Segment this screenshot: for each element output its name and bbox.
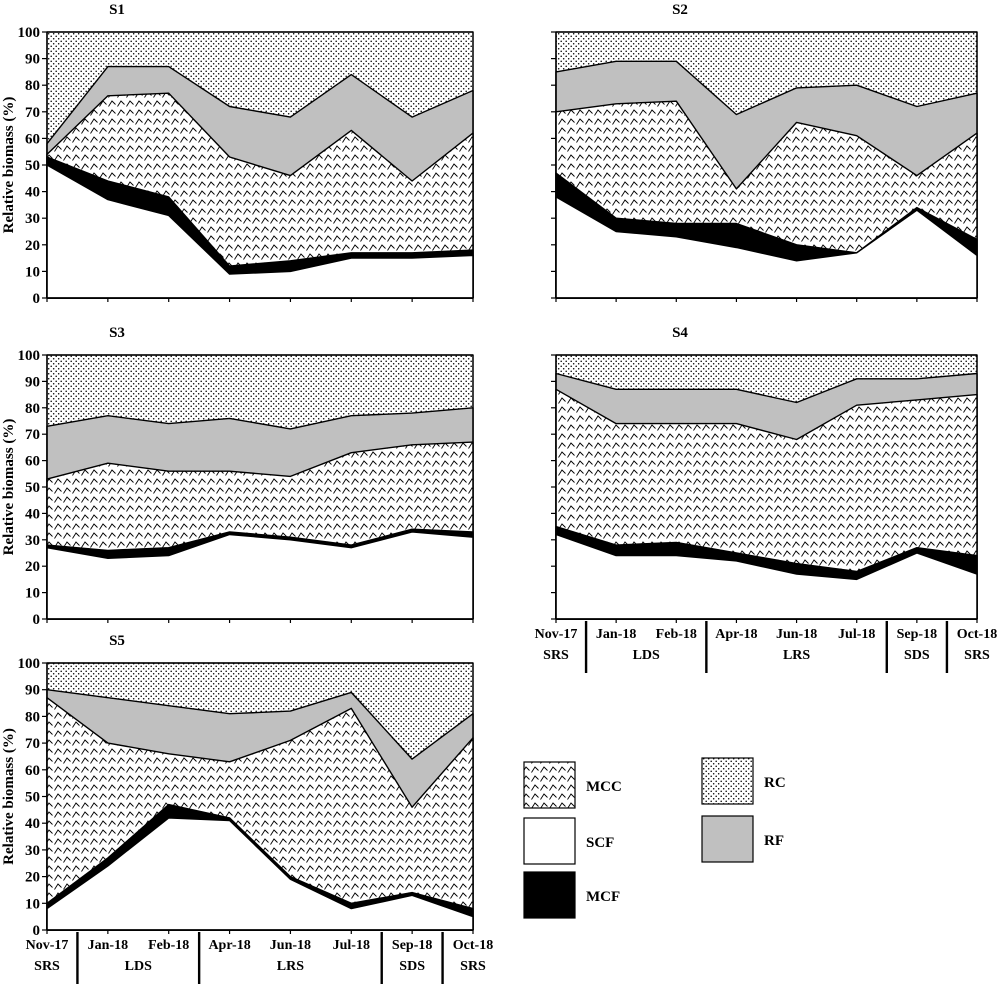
y-axis-label: Relative biomass (%) <box>1 419 17 556</box>
y-tick-label: 50 <box>25 790 40 806</box>
x-category-label: Apr-18 <box>208 938 250 953</box>
legend-swatch <box>701 757 754 805</box>
y-axis-label: Relative biomass (%) <box>1 97 17 234</box>
legend-item-mcf: MCF <box>523 871 620 919</box>
y-tick-label: 80 <box>25 401 40 417</box>
x-category-label: Jul-18 <box>333 938 370 953</box>
y-tick-label: 70 <box>25 105 40 121</box>
panel-title: S1 <box>109 2 125 18</box>
legend-item-mcc: MCC <box>523 761 622 809</box>
legend-label: MCF <box>586 889 620 905</box>
legend-label: RF <box>764 833 784 849</box>
x-category-label: Jan-18 <box>596 627 636 642</box>
y-tick-label: 80 <box>25 78 40 94</box>
panel-title: S3 <box>109 325 125 341</box>
season-label: SDS <box>399 959 425 974</box>
y-tick-label: 60 <box>25 131 40 147</box>
legend-item-rc: RC <box>701 757 786 805</box>
y-tick-label: 10 <box>25 264 40 280</box>
y-tick-label: 10 <box>25 586 40 602</box>
y-tick-label: 0 <box>33 923 41 939</box>
season-label: SDS <box>904 648 930 663</box>
legend-swatch <box>701 815 754 863</box>
season-axis-s4: Nov-17 Jan-18 Feb-18 Apr-18 Jun-18 Jul-18 Sep-… <box>535 621 997 673</box>
y-tick-label: 100 <box>18 25 41 41</box>
y-tick-label: 70 <box>25 736 40 752</box>
y-tick-label: 90 <box>25 374 40 390</box>
y-tick-label: 100 <box>18 348 41 364</box>
panel-title: S5 <box>109 633 125 649</box>
legend-label: MCC <box>586 779 622 795</box>
y-tick-label: 40 <box>25 816 40 832</box>
season-axis-s5: Nov-17 Jan-18 Feb-18 Apr-18 Jun-18 Jul-18 Sep-… <box>26 932 493 984</box>
y-tick-label: 20 <box>25 238 40 254</box>
x-category-label: Jan-18 <box>88 938 128 953</box>
y-tick-label: 50 <box>25 480 40 496</box>
y-tick-label: 60 <box>25 454 40 470</box>
season-label: LDS <box>125 959 152 974</box>
season-label: LRS <box>277 959 304 974</box>
legend-swatch <box>523 871 576 919</box>
legend-swatch <box>523 761 576 809</box>
x-category-label: Sep-18 <box>392 938 432 953</box>
y-tick-label: 60 <box>25 763 40 779</box>
y-tick-label: 70 <box>25 427 40 443</box>
legend-label: SCF <box>586 835 614 851</box>
x-category-label: Jun-18 <box>270 938 311 953</box>
y-tick-label: 90 <box>25 683 40 699</box>
legend-label: RC <box>764 775 786 791</box>
x-category-label: Oct-18 <box>453 938 493 953</box>
y-tick-label: 80 <box>25 709 40 725</box>
panel-title: S2 <box>672 2 688 18</box>
y-tick-label: 0 <box>33 291 41 307</box>
season-label: LDS <box>633 648 660 663</box>
panel-s2: S2 <box>551 2 978 302</box>
x-category-label: Feb-18 <box>148 938 189 953</box>
y-tick-label: 10 <box>25 896 40 912</box>
x-category-label: Oct-18 <box>957 627 997 642</box>
x-category-label: Nov-17 <box>535 627 578 642</box>
panel-s3: 0 10 20 30 40 50 60 70 80 90 100 Relative biomass (… <box>1 325 474 628</box>
y-tick-label: 40 <box>25 185 40 201</box>
x-category-label: Feb-18 <box>656 627 697 642</box>
x-category-label: Sep-18 <box>897 627 937 642</box>
season-label: SRS <box>460 959 486 974</box>
y-tick-label: 50 <box>25 158 40 174</box>
y-tick-label: 30 <box>25 843 40 859</box>
x-category-label: Nov-17 <box>26 938 69 953</box>
panel-s1: 0 10 20 30 40 50 60 70 80 90 100 Relative biomass (… <box>1 2 474 307</box>
legend-swatch <box>523 817 576 865</box>
y-tick-label: 0 <box>33 612 41 628</box>
legend-item-scf: SCF <box>523 817 614 865</box>
season-label: SRS <box>964 648 990 663</box>
panel-title: S4 <box>672 325 688 341</box>
y-tick-label: 90 <box>25 52 40 68</box>
legend-item-rf: RF <box>701 815 784 863</box>
y-tick-label: 40 <box>25 506 40 522</box>
x-category-label: Apr-18 <box>715 627 757 642</box>
x-category-label: Jun-18 <box>776 627 817 642</box>
season-label: SRS <box>543 648 569 663</box>
y-tick-label: 20 <box>25 559 40 575</box>
y-tick-label: 20 <box>25 870 40 886</box>
season-label: LRS <box>783 648 810 663</box>
y-tick-label: 30 <box>25 533 40 549</box>
y-tick-label: 100 <box>18 656 41 672</box>
panel-s5: 0 10 20 30 40 50 60 70 80 90 100 Relative biomass (… <box>1 633 474 939</box>
season-label: SRS <box>34 959 60 974</box>
y-axis-label: Relative biomass (%) <box>1 728 17 865</box>
panel-s4: S4 <box>551 325 978 623</box>
y-tick-label: 30 <box>25 211 40 227</box>
x-category-label: Jul-18 <box>838 627 875 642</box>
